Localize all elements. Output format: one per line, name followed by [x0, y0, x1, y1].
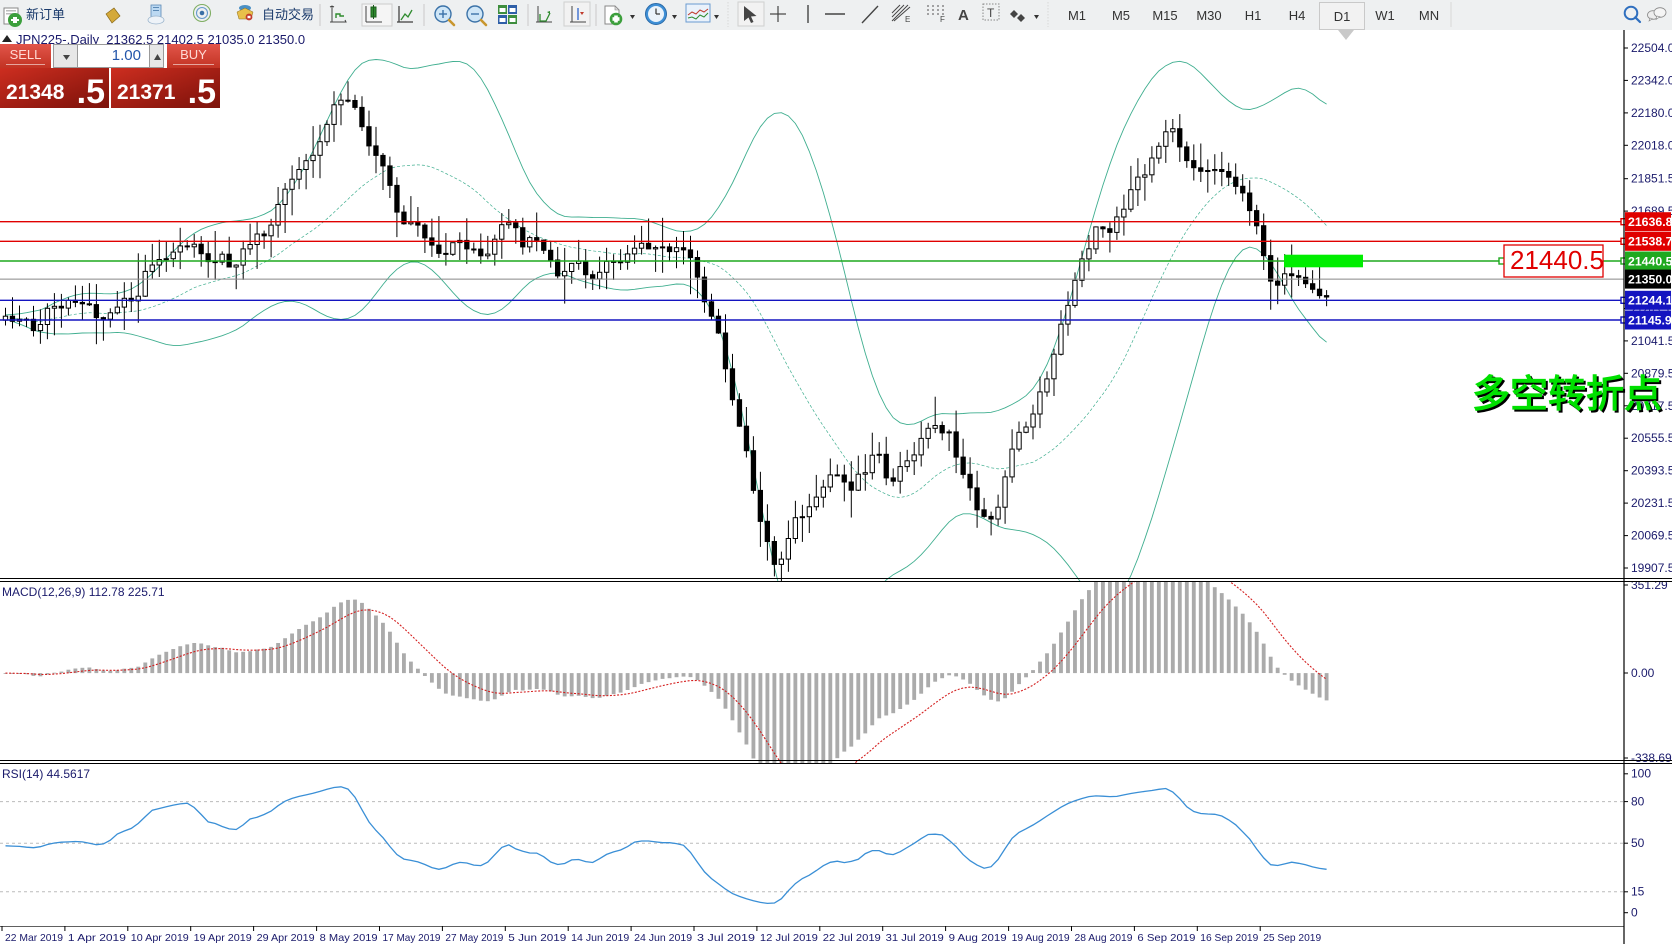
svg-text:-338.69: -338.69 — [1631, 751, 1672, 763]
svg-text:100: 100 — [1631, 767, 1651, 781]
svg-text:0.00: 0.00 — [1631, 666, 1655, 680]
svg-text:12 Jul 2019: 12 Jul 2019 — [760, 933, 818, 944]
svg-text:28 Aug 2019: 28 Aug 2019 — [1075, 933, 1133, 944]
svg-text:21350.0: 21350.0 — [1628, 272, 1672, 286]
svg-text:19907.5: 19907.5 — [1631, 561, 1672, 575]
svg-text:21145.9: 21145.9 — [1628, 313, 1672, 327]
svg-text:22 Mar 2019: 22 Mar 2019 — [5, 933, 63, 944]
svg-text:351.29: 351.29 — [1631, 582, 1668, 592]
svg-text:22180.0: 22180.0 — [1631, 106, 1672, 120]
svg-text:5 Jun 2019: 5 Jun 2019 — [508, 933, 566, 944]
svg-text:21041.5: 21041.5 — [1631, 334, 1672, 348]
svg-text:15: 15 — [1631, 885, 1645, 899]
svg-text:8 May 2019: 8 May 2019 — [320, 933, 378, 944]
svg-text:19 Apr 2019: 19 Apr 2019 — [194, 933, 252, 944]
svg-text:1 Apr 2019: 1 Apr 2019 — [68, 933, 126, 944]
svg-text:31 Jul 2019: 31 Jul 2019 — [886, 933, 944, 944]
svg-text:19 Aug 2019: 19 Aug 2019 — [1012, 933, 1070, 944]
svg-text:24 Jun 2019: 24 Jun 2019 — [634, 933, 692, 944]
svg-text:6 Sep 2019: 6 Sep 2019 — [1137, 933, 1195, 944]
svg-text:20231.5: 20231.5 — [1631, 496, 1672, 510]
svg-text:21244.1: 21244.1 — [1628, 294, 1672, 308]
svg-text:17 May 2019: 17 May 2019 — [383, 933, 441, 944]
svg-text:20069.5: 20069.5 — [1631, 529, 1672, 543]
svg-text:21636.8: 21636.8 — [1628, 215, 1672, 229]
svg-text:22342.0: 22342.0 — [1631, 73, 1672, 87]
svg-text:10 Apr 2019: 10 Apr 2019 — [131, 933, 189, 944]
svg-text:21851.5: 21851.5 — [1631, 172, 1672, 186]
svg-text:21440.5: 21440.5 — [1628, 254, 1672, 268]
svg-text:27 May 2019: 27 May 2019 — [445, 933, 503, 944]
svg-text:21440.5: 21440.5 — [1510, 245, 1604, 275]
svg-text:22504.0: 22504.0 — [1631, 41, 1672, 55]
svg-text:20393.5: 20393.5 — [1631, 464, 1672, 478]
svg-text:3 Jul 2019: 3 Jul 2019 — [697, 933, 755, 944]
svg-text:9 Aug 2019: 9 Aug 2019 — [949, 933, 1007, 944]
svg-text:16 Sep 2019: 16 Sep 2019 — [1200, 933, 1258, 944]
svg-text:22018.0: 22018.0 — [1631, 138, 1672, 152]
svg-text:22 Jul 2019: 22 Jul 2019 — [823, 933, 881, 944]
svg-text:多空转折点: 多空转折点 — [1472, 374, 1662, 416]
svg-text:50: 50 — [1631, 836, 1645, 850]
svg-text:25 Sep 2019: 25 Sep 2019 — [1263, 933, 1321, 944]
svg-text:0: 0 — [1631, 905, 1638, 919]
svg-text:29 Apr 2019: 29 Apr 2019 — [257, 933, 315, 944]
svg-text:21538.7: 21538.7 — [1628, 235, 1672, 249]
svg-text:80: 80 — [1631, 794, 1645, 808]
svg-text:14 Jun 2019: 14 Jun 2019 — [571, 933, 629, 944]
svg-text:20555.5: 20555.5 — [1631, 431, 1672, 445]
